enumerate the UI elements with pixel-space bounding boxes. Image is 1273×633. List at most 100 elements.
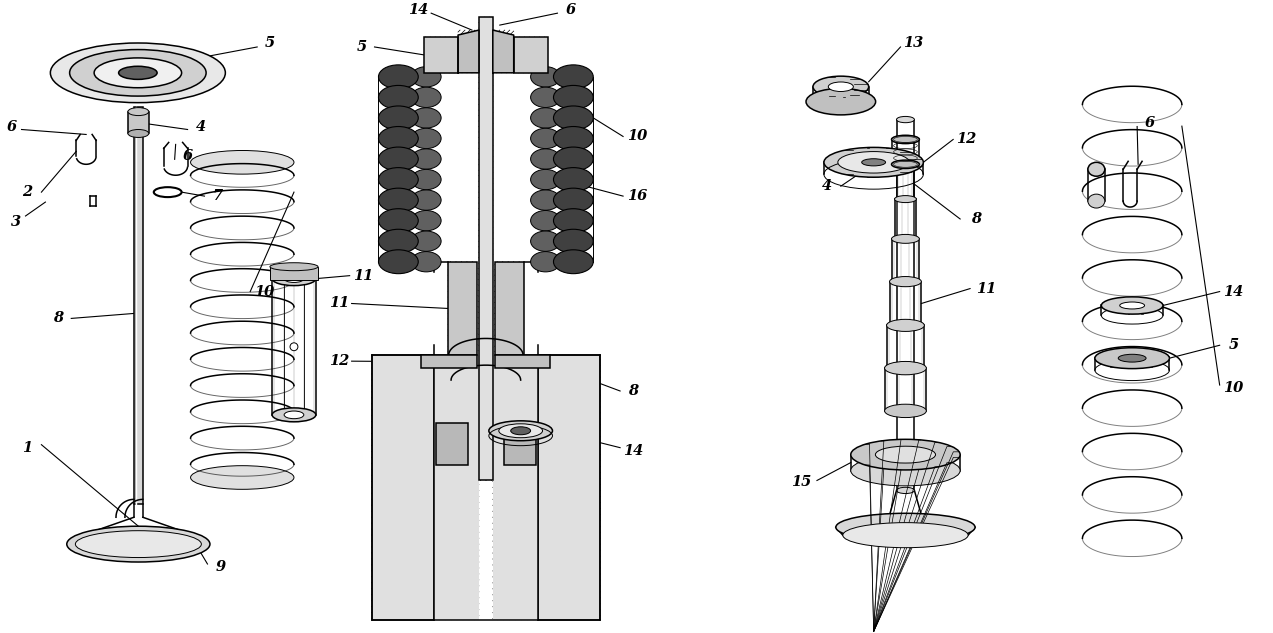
Ellipse shape — [554, 209, 593, 232]
Ellipse shape — [891, 277, 919, 286]
Text: 10: 10 — [255, 285, 274, 299]
Ellipse shape — [378, 127, 419, 151]
Text: 5: 5 — [265, 36, 275, 50]
Ellipse shape — [127, 108, 149, 116]
Text: 6: 6 — [565, 3, 575, 17]
Ellipse shape — [824, 147, 923, 177]
Ellipse shape — [891, 135, 919, 144]
Ellipse shape — [270, 263, 318, 271]
Ellipse shape — [378, 65, 419, 89]
Ellipse shape — [411, 108, 442, 128]
Ellipse shape — [378, 168, 419, 191]
Ellipse shape — [836, 513, 975, 541]
Ellipse shape — [554, 127, 593, 151]
Text: 11: 11 — [976, 282, 995, 296]
Ellipse shape — [191, 466, 294, 489]
Text: 10: 10 — [626, 130, 647, 144]
Text: 8: 8 — [53, 311, 64, 325]
Ellipse shape — [896, 166, 914, 172]
Ellipse shape — [127, 130, 149, 137]
Text: 13: 13 — [904, 36, 923, 50]
Text: 6: 6 — [1144, 116, 1155, 130]
Ellipse shape — [70, 49, 206, 96]
Ellipse shape — [554, 147, 593, 171]
Text: 6: 6 — [182, 149, 192, 163]
Ellipse shape — [378, 106, 419, 130]
Text: 5: 5 — [356, 40, 367, 54]
Ellipse shape — [813, 76, 868, 97]
Ellipse shape — [51, 43, 225, 103]
Ellipse shape — [411, 190, 442, 210]
Ellipse shape — [411, 231, 442, 251]
Ellipse shape — [806, 89, 876, 115]
Bar — [134, 106, 143, 505]
Ellipse shape — [895, 196, 917, 203]
Ellipse shape — [531, 66, 560, 87]
Ellipse shape — [411, 66, 442, 87]
Bar — [434, 355, 479, 620]
Polygon shape — [493, 30, 514, 73]
Bar — [537, 355, 600, 620]
Ellipse shape — [885, 361, 927, 375]
Bar — [424, 37, 458, 73]
Text: 15: 15 — [791, 475, 811, 489]
Text: 12: 12 — [956, 132, 976, 146]
Ellipse shape — [531, 251, 560, 272]
Ellipse shape — [272, 272, 316, 285]
Ellipse shape — [411, 128, 442, 149]
Ellipse shape — [813, 91, 868, 112]
Text: 5: 5 — [1228, 338, 1239, 352]
Ellipse shape — [886, 319, 924, 332]
Ellipse shape — [896, 487, 914, 494]
Ellipse shape — [850, 439, 960, 470]
Ellipse shape — [191, 151, 294, 174]
Ellipse shape — [554, 65, 593, 89]
Bar — [372, 355, 434, 620]
Ellipse shape — [378, 147, 419, 171]
Text: 4: 4 — [822, 179, 833, 193]
Ellipse shape — [378, 209, 419, 232]
Ellipse shape — [554, 168, 593, 191]
Bar — [495, 261, 523, 355]
Text: 14: 14 — [409, 3, 429, 17]
Ellipse shape — [891, 160, 919, 168]
Ellipse shape — [118, 66, 157, 79]
Ellipse shape — [272, 408, 316, 422]
Text: 4: 4 — [196, 120, 205, 134]
Text: 16: 16 — [626, 189, 647, 203]
Ellipse shape — [1101, 297, 1164, 314]
Ellipse shape — [554, 85, 593, 110]
Bar — [437, 423, 468, 465]
Ellipse shape — [284, 411, 304, 418]
Ellipse shape — [1095, 348, 1170, 368]
Ellipse shape — [378, 85, 419, 110]
Text: 11: 11 — [354, 268, 374, 283]
Ellipse shape — [411, 149, 442, 169]
Ellipse shape — [411, 87, 442, 108]
Text: 14: 14 — [1223, 285, 1244, 299]
Ellipse shape — [1118, 354, 1146, 362]
Text: 2: 2 — [23, 185, 33, 199]
Ellipse shape — [531, 190, 560, 210]
Bar — [514, 37, 547, 73]
Bar — [127, 111, 149, 134]
Ellipse shape — [885, 404, 927, 418]
Ellipse shape — [411, 251, 442, 272]
Ellipse shape — [554, 106, 593, 130]
Ellipse shape — [850, 455, 960, 486]
Ellipse shape — [531, 87, 560, 108]
Text: 11: 11 — [328, 296, 349, 311]
Ellipse shape — [890, 320, 922, 330]
Ellipse shape — [838, 151, 909, 173]
Bar — [504, 423, 536, 465]
Bar — [448, 261, 477, 355]
Ellipse shape — [378, 229, 419, 253]
Text: 12: 12 — [328, 354, 349, 368]
Ellipse shape — [411, 170, 442, 190]
Ellipse shape — [1088, 162, 1105, 176]
Ellipse shape — [531, 149, 560, 169]
Text: 9: 9 — [215, 560, 225, 574]
Ellipse shape — [75, 530, 201, 558]
Ellipse shape — [896, 116, 914, 123]
Ellipse shape — [531, 108, 560, 128]
